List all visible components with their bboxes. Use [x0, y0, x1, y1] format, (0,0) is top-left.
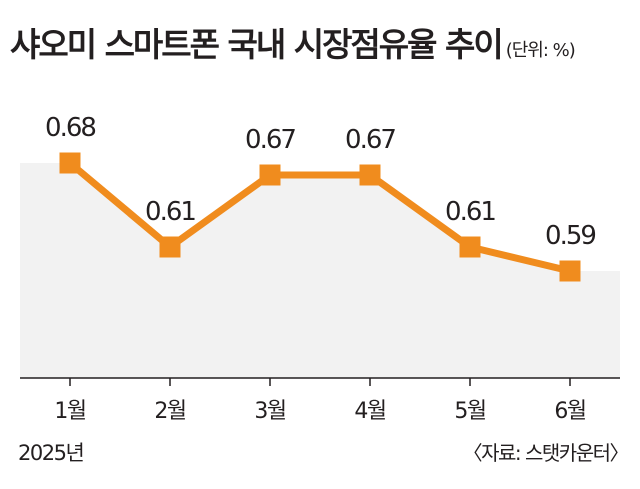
data-label: 0.67 [245, 125, 295, 155]
x-tick-label: 6월 [554, 399, 585, 424]
data-point-marker [359, 164, 381, 186]
series-line [67, 160, 571, 275]
data-label: 0.61 [145, 197, 195, 227]
data-point-marker [559, 260, 581, 282]
axis-layer [20, 377, 620, 386]
source-label: 〈자료: 스탯카운터〉 [462, 441, 630, 465]
x-tick-label: 4월 [354, 399, 385, 424]
data-point-marker [159, 236, 181, 258]
year-label: 2025년 [18, 441, 85, 465]
x-tick-label: 5월 [454, 399, 485, 424]
data-point-marker [59, 152, 81, 174]
data-label: 0.68 [45, 113, 95, 143]
data-label: 0.67 [345, 125, 395, 155]
label-layer: 0.68 0.61 0.67 0.67 0.61 0.59 [45, 113, 597, 251]
data-point-marker [459, 236, 481, 258]
marker-layer [59, 152, 581, 282]
area-layer [20, 163, 620, 378]
chart-title: 샤오미 스마트폰 국내 시장점유율 추이 [10, 25, 504, 64]
title-row: 샤오미 스마트폰 국내 시장점유율 추이 (단위: %) [10, 18, 576, 66]
x-tick-label: 2월 [154, 399, 185, 424]
x-tick-label: 3월 [254, 399, 285, 424]
data-point-marker [259, 164, 281, 186]
tick-layer: 1월 2월 3월 4월 5월 6월 [54, 399, 587, 424]
x-tick-label: 1월 [54, 399, 85, 424]
data-label: 0.61 [445, 197, 495, 227]
unit-note: (단위: %) [505, 40, 576, 61]
data-label: 0.59 [545, 221, 595, 251]
line-layer [67, 160, 571, 275]
area-fill [20, 163, 620, 378]
